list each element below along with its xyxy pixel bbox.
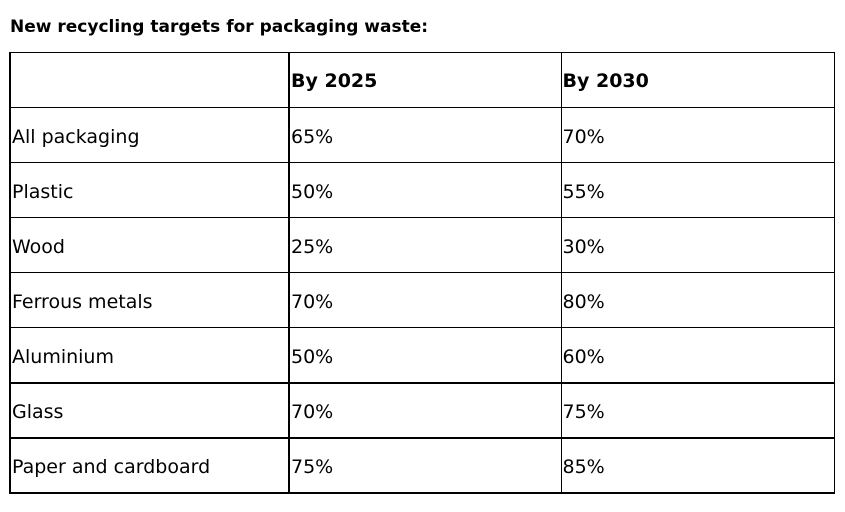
header-cell-by-2030: By 2030 [560,52,835,108]
target-2025-cell: 50% [288,327,562,383]
header-cell-material [9,52,290,108]
material-cell: Aluminium [9,327,290,383]
recycling-targets-table: By 2025 By 2030 All packaging 65% 70% Pl… [9,52,835,494]
target-2025-cell: 50% [288,162,562,218]
material-cell: All packaging [9,107,290,163]
table-row: Aluminium 50% 60% [9,327,835,383]
material-cell: Wood [9,217,290,273]
target-2030-cell: 75% [560,381,835,438]
target-2025-cell: 75% [288,436,562,494]
table-row: All packaging 65% 70% [9,107,835,163]
target-2030-cell: 85% [560,436,835,494]
target-2025-cell: 70% [288,272,562,328]
table-row: Glass 70% 75% [9,381,835,438]
table-row: Wood 25% 30% [9,217,835,273]
table-row: Ferrous metals 70% 80% [9,272,835,328]
header-cell-by-2025: By 2025 [288,52,562,108]
table-row: Paper and cardboard 75% 85% [9,436,835,494]
material-cell: Paper and cardboard [9,436,290,494]
table-header-row: By 2025 By 2030 [9,52,835,108]
target-2030-cell: 30% [560,217,835,273]
target-2025-cell: 65% [288,107,562,163]
target-2030-cell: 60% [560,327,835,383]
target-2030-cell: 70% [560,107,835,163]
target-2025-cell: 25% [288,217,562,273]
target-2030-cell: 80% [560,272,835,328]
material-cell: Ferrous metals [9,272,290,328]
target-2030-cell: 55% [560,162,835,218]
target-2025-cell: 70% [288,381,562,438]
material-cell: Plastic [9,162,290,218]
table-row: Plastic 50% 55% [9,162,835,218]
material-cell: Glass [9,381,290,438]
page-title: New recycling targets for packaging wast… [10,17,429,37]
